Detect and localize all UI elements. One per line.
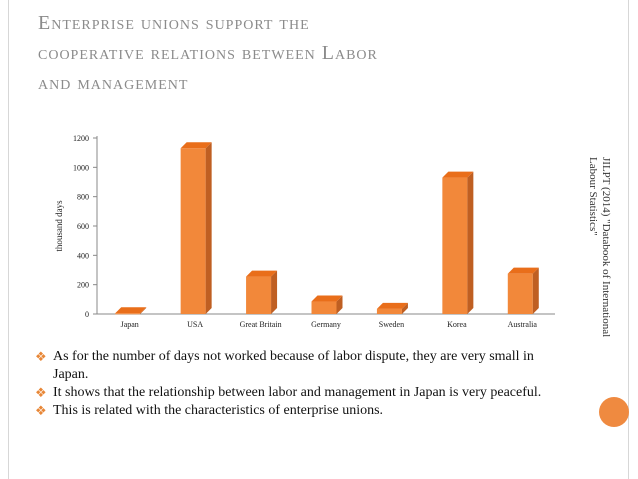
bar-top-face bbox=[376, 302, 408, 309]
bar bbox=[376, 308, 402, 314]
bullet-text: As for the number of days not worked bec… bbox=[53, 349, 534, 382]
y-tick-label: 1200 bbox=[73, 134, 89, 143]
bar-top-face bbox=[246, 270, 278, 277]
y-tick-label: 200 bbox=[77, 281, 89, 290]
bullet-marker-icon: ❖ bbox=[35, 385, 47, 400]
bar-top-face bbox=[311, 295, 343, 302]
y-tick-label: 800 bbox=[77, 193, 89, 202]
bar-side-face bbox=[140, 307, 147, 314]
x-tick-label: Great Britain bbox=[240, 320, 282, 329]
y-axis-title: thousand days bbox=[54, 200, 64, 252]
bullet-item: ❖ As for the number of days not worked be… bbox=[35, 348, 555, 384]
bullet-marker-icon: ❖ bbox=[35, 349, 47, 364]
bullet-marker-icon: ❖ bbox=[35, 403, 47, 418]
y-tick-label: 400 bbox=[77, 251, 89, 260]
left-border-line bbox=[8, 0, 9, 479]
y-tick-label: 1000 bbox=[73, 163, 89, 172]
bar bbox=[246, 276, 272, 314]
bar-side-face bbox=[467, 171, 474, 314]
bar-top-face bbox=[180, 142, 212, 149]
y-tick-label: 0 bbox=[85, 310, 89, 319]
x-tick-label: Australia bbox=[508, 320, 538, 329]
source-line-2: Labour Statistics" bbox=[587, 157, 599, 236]
bullet-text: This is related with the characteristics… bbox=[53, 403, 384, 418]
bar bbox=[180, 148, 206, 314]
bar-side-face bbox=[336, 295, 343, 314]
source-citation: JILPT (2014) "Databook of International … bbox=[586, 157, 612, 387]
source-line-1: JILPT (2014) "Databook of International bbox=[600, 157, 612, 338]
bar-side-face bbox=[205, 142, 212, 314]
x-tick-label: Japan bbox=[121, 320, 139, 329]
bar bbox=[442, 177, 468, 314]
x-tick-label: Germany bbox=[311, 320, 341, 329]
bullet-item: ❖ This is related with the characteristic… bbox=[35, 402, 555, 420]
bullet-text: It shows that the relationship between l… bbox=[53, 385, 542, 400]
x-tick-label: Korea bbox=[447, 320, 467, 329]
bar-side-face bbox=[271, 270, 278, 314]
title-line-2: cooperative relations between Labor bbox=[38, 42, 378, 64]
title-line-1: Enterprise unions support the bbox=[38, 12, 310, 34]
bar bbox=[507, 273, 533, 314]
bullet-list: ❖ As for the number of days not worked be… bbox=[35, 348, 555, 420]
bar bbox=[311, 301, 337, 314]
x-tick-label: USA bbox=[187, 320, 203, 329]
bar-top-face bbox=[507, 267, 539, 274]
bar-top-face bbox=[442, 171, 474, 178]
bar-side-face bbox=[532, 267, 539, 314]
bar bbox=[115, 313, 141, 315]
y-tick-label: 600 bbox=[77, 222, 89, 231]
decorative-orange-circle bbox=[599, 397, 629, 427]
x-tick-label: Sweden bbox=[379, 320, 404, 329]
title-line-3: and management bbox=[38, 72, 189, 94]
bullet-item: ❖ It shows that the relationship between … bbox=[35, 384, 555, 402]
bar-chart: 0 200 400 600 800 1000 1200 thousand days Japan U… bbox=[54, 134, 555, 329]
bar-side-face bbox=[401, 302, 408, 314]
slide-title: Enterprise unions support the cooperativ… bbox=[38, 8, 558, 98]
bar-top-face bbox=[115, 307, 147, 314]
right-border-line bbox=[628, 0, 629, 479]
